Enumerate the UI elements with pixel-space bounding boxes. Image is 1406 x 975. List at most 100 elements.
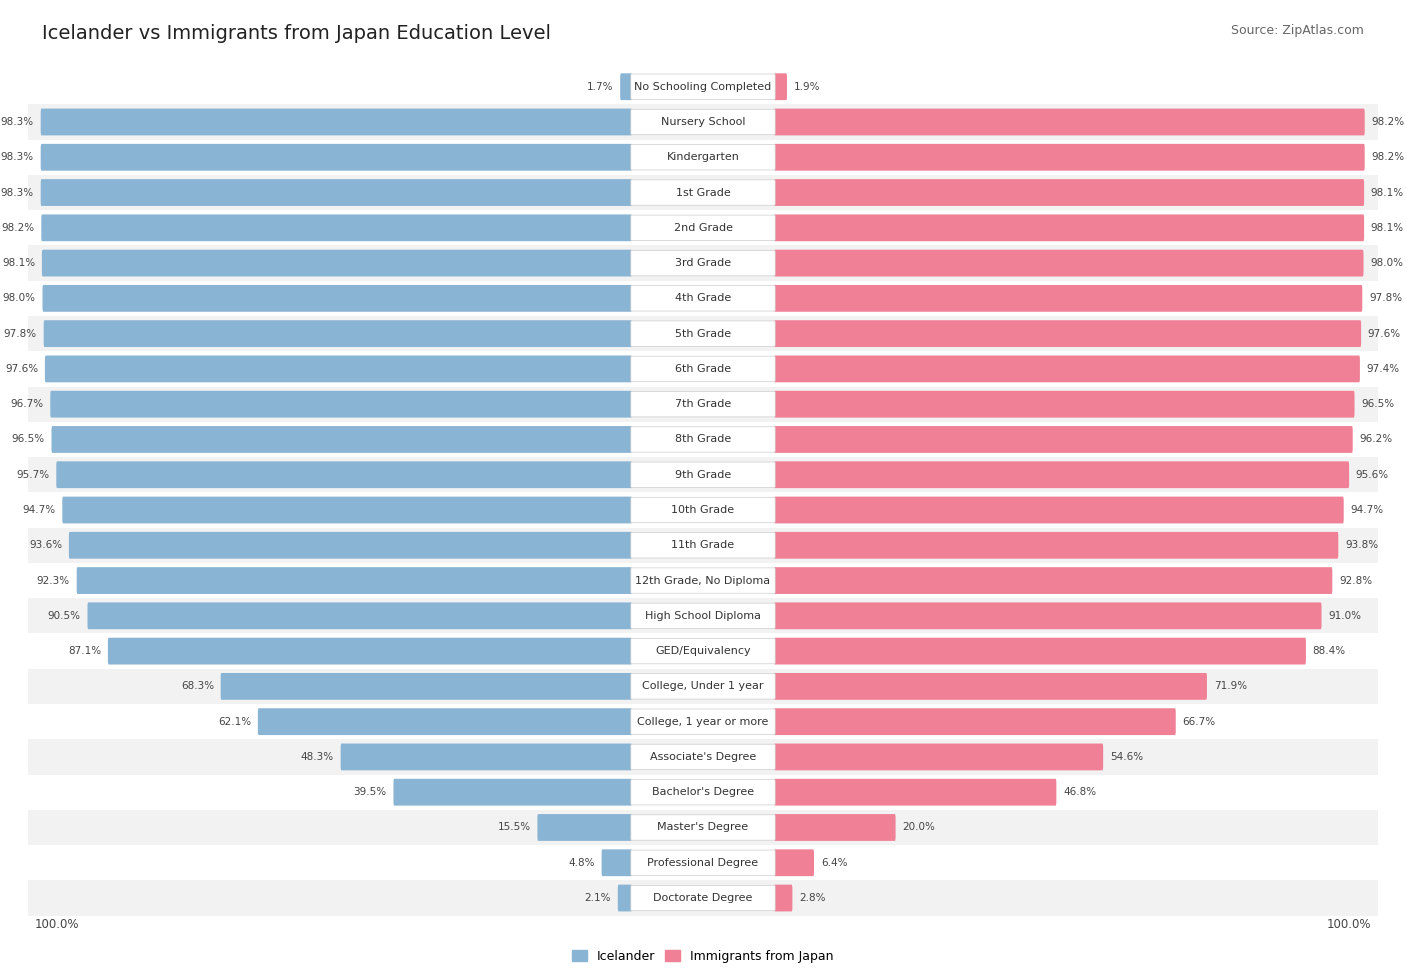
Text: Professional Degree: Professional Degree — [647, 858, 759, 868]
Text: 98.2%: 98.2% — [1371, 152, 1405, 162]
Text: Master's Degree: Master's Degree — [658, 823, 748, 833]
Text: 94.7%: 94.7% — [22, 505, 56, 515]
Text: 98.0%: 98.0% — [3, 293, 35, 303]
FancyBboxPatch shape — [77, 567, 631, 594]
Text: College, 1 year or more: College, 1 year or more — [637, 717, 769, 726]
FancyBboxPatch shape — [631, 179, 775, 206]
Text: 3rd Grade: 3rd Grade — [675, 258, 731, 268]
Bar — [28, 316, 1378, 351]
FancyBboxPatch shape — [775, 356, 1360, 382]
FancyBboxPatch shape — [41, 214, 631, 241]
FancyBboxPatch shape — [775, 532, 1339, 559]
Bar — [28, 527, 1378, 563]
FancyBboxPatch shape — [631, 392, 775, 417]
FancyBboxPatch shape — [775, 73, 787, 100]
Text: 39.5%: 39.5% — [353, 787, 387, 798]
Text: 97.6%: 97.6% — [6, 364, 38, 374]
Text: Bachelor's Degree: Bachelor's Degree — [652, 787, 754, 798]
Text: 54.6%: 54.6% — [1109, 752, 1143, 761]
FancyBboxPatch shape — [631, 462, 775, 488]
FancyBboxPatch shape — [56, 461, 631, 488]
Text: Icelander vs Immigrants from Japan Education Level: Icelander vs Immigrants from Japan Educa… — [42, 24, 551, 43]
FancyBboxPatch shape — [775, 426, 1353, 452]
FancyBboxPatch shape — [631, 532, 775, 558]
Text: 93.6%: 93.6% — [30, 540, 62, 550]
FancyBboxPatch shape — [87, 603, 631, 629]
Text: 98.3%: 98.3% — [1, 152, 34, 162]
Bar — [28, 246, 1378, 281]
Text: 90.5%: 90.5% — [48, 610, 80, 621]
Text: 4.8%: 4.8% — [568, 858, 595, 868]
FancyBboxPatch shape — [340, 744, 631, 770]
FancyBboxPatch shape — [631, 815, 775, 840]
Text: 87.1%: 87.1% — [67, 646, 101, 656]
Text: 9th Grade: 9th Grade — [675, 470, 731, 480]
FancyBboxPatch shape — [631, 709, 775, 734]
Bar — [28, 175, 1378, 211]
Text: 96.5%: 96.5% — [11, 435, 45, 445]
Text: 2.8%: 2.8% — [799, 893, 825, 903]
FancyBboxPatch shape — [631, 109, 775, 135]
FancyBboxPatch shape — [631, 604, 775, 629]
FancyBboxPatch shape — [775, 884, 793, 912]
Text: 66.7%: 66.7% — [1182, 717, 1216, 726]
FancyBboxPatch shape — [631, 497, 775, 523]
Text: 93.8%: 93.8% — [1346, 540, 1378, 550]
Bar — [28, 880, 1378, 916]
Text: Associate's Degree: Associate's Degree — [650, 752, 756, 761]
FancyBboxPatch shape — [775, 849, 814, 877]
FancyBboxPatch shape — [617, 884, 631, 912]
FancyBboxPatch shape — [775, 779, 1056, 805]
FancyBboxPatch shape — [62, 496, 631, 524]
Text: 98.1%: 98.1% — [1371, 187, 1405, 198]
FancyBboxPatch shape — [631, 286, 775, 311]
Bar — [28, 634, 1378, 669]
Bar — [28, 704, 1378, 739]
Text: 2nd Grade: 2nd Grade — [673, 223, 733, 233]
Text: 2.1%: 2.1% — [585, 893, 612, 903]
Text: 48.3%: 48.3% — [301, 752, 333, 761]
FancyBboxPatch shape — [775, 603, 1322, 629]
FancyBboxPatch shape — [394, 779, 631, 805]
FancyBboxPatch shape — [775, 673, 1206, 700]
Text: 97.8%: 97.8% — [1369, 293, 1402, 303]
Bar — [28, 563, 1378, 599]
Text: 98.0%: 98.0% — [1371, 258, 1403, 268]
FancyBboxPatch shape — [44, 320, 631, 347]
FancyBboxPatch shape — [51, 391, 631, 417]
Text: 97.4%: 97.4% — [1367, 364, 1400, 374]
Text: 20.0%: 20.0% — [903, 823, 935, 833]
FancyBboxPatch shape — [602, 849, 631, 877]
Bar — [28, 422, 1378, 457]
Text: 11th Grade: 11th Grade — [672, 540, 734, 550]
Bar — [28, 281, 1378, 316]
FancyBboxPatch shape — [45, 356, 631, 382]
FancyBboxPatch shape — [631, 427, 775, 452]
FancyBboxPatch shape — [775, 179, 1364, 206]
Text: 6th Grade: 6th Grade — [675, 364, 731, 374]
FancyBboxPatch shape — [631, 74, 775, 99]
Text: 1.7%: 1.7% — [586, 82, 613, 92]
FancyBboxPatch shape — [631, 744, 775, 769]
Text: 96.5%: 96.5% — [1361, 399, 1395, 410]
Text: 98.2%: 98.2% — [1, 223, 35, 233]
Text: 94.7%: 94.7% — [1350, 505, 1384, 515]
Text: 100.0%: 100.0% — [34, 918, 79, 931]
FancyBboxPatch shape — [775, 744, 1104, 770]
FancyBboxPatch shape — [775, 708, 1175, 735]
FancyBboxPatch shape — [108, 638, 631, 665]
Legend: Icelander, Immigrants from Japan: Icelander, Immigrants from Japan — [567, 945, 839, 968]
FancyBboxPatch shape — [620, 73, 631, 100]
FancyBboxPatch shape — [41, 108, 631, 136]
FancyBboxPatch shape — [775, 108, 1365, 136]
FancyBboxPatch shape — [631, 356, 775, 381]
Text: 7th Grade: 7th Grade — [675, 399, 731, 410]
FancyBboxPatch shape — [42, 285, 631, 312]
FancyBboxPatch shape — [537, 814, 631, 840]
Text: 98.2%: 98.2% — [1371, 117, 1405, 127]
Text: 97.6%: 97.6% — [1368, 329, 1400, 338]
Text: Kindergarten: Kindergarten — [666, 152, 740, 162]
FancyBboxPatch shape — [631, 850, 775, 876]
FancyBboxPatch shape — [631, 215, 775, 241]
FancyBboxPatch shape — [631, 779, 775, 805]
